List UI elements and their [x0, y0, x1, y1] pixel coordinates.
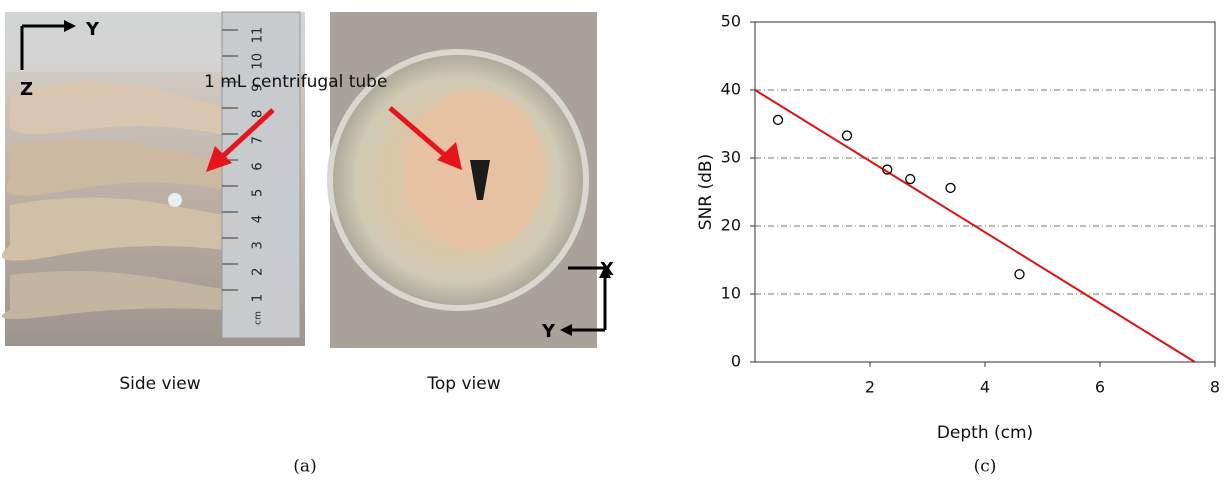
x-tick-label: 6	[1095, 378, 1105, 397]
top-view-photo	[330, 12, 611, 348]
data-point	[774, 115, 783, 124]
figure: Y Z 1234567891011cm X Y 1 mL centrifugal…	[0, 0, 1225, 485]
axis-label: Z	[20, 79, 33, 100]
panel-label: (a)	[293, 457, 316, 477]
ruler-number: 2	[251, 268, 266, 276]
ruler-number: 1	[251, 294, 266, 302]
ruler-number: 3	[251, 241, 266, 249]
annotation: 1 mL centrifugal tube	[204, 72, 387, 92]
y-tick-label: 20	[721, 216, 741, 235]
y-tick-label: 40	[721, 80, 741, 99]
y-tick-label: 0	[731, 352, 741, 371]
y-tick-label: 10	[721, 284, 741, 303]
x-tick-label: 4	[980, 378, 990, 397]
axis-label: Y	[85, 19, 100, 40]
ruler-number: 7	[251, 136, 266, 144]
ruler-number: 11	[251, 27, 266, 44]
axis-label: Y	[541, 321, 556, 342]
ruler-number: 5	[251, 189, 266, 197]
ruler-number: 6	[251, 162, 266, 170]
data-point	[906, 175, 915, 184]
data-point	[1015, 270, 1024, 279]
ruler-unit: cm	[254, 311, 264, 325]
y-tick-label: 30	[721, 148, 741, 167]
ruler-number: 4	[251, 215, 266, 223]
y-axis-label: SNR (dB)	[696, 154, 716, 230]
ruler-number: 10	[251, 53, 266, 70]
x-tick-label: 2	[865, 378, 875, 397]
y-tick-label: 50	[721, 12, 741, 31]
data-point	[843, 131, 852, 140]
data-point	[946, 183, 955, 192]
panel-label: (c)	[974, 457, 997, 477]
axis-label: X	[600, 259, 614, 280]
plot-frame	[755, 22, 1215, 362]
caption: Top view	[426, 374, 500, 394]
x-axis-label: Depth (cm)	[937, 423, 1033, 443]
x-tick-label: 8	[1210, 378, 1220, 397]
caption: Side view	[119, 374, 200, 394]
